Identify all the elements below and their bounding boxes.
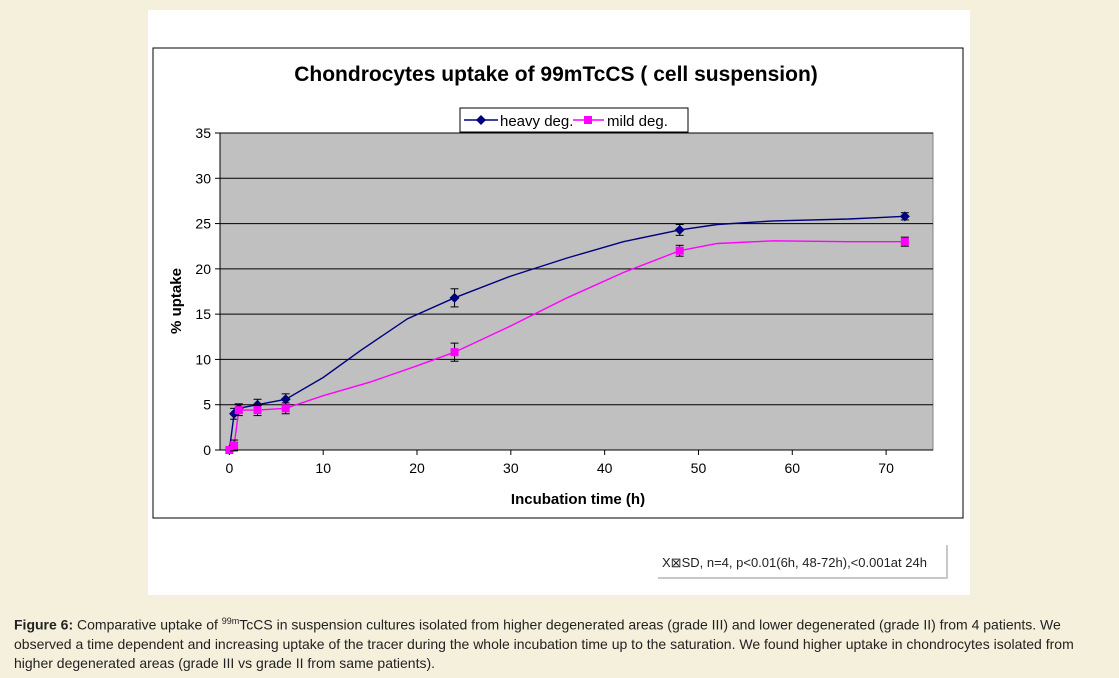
gridlines: [220, 132, 933, 406]
plot-area: [219, 132, 934, 451]
x-tick-label-1: 10: [315, 460, 331, 476]
x-tick-label-7: 70: [878, 460, 894, 476]
uptake-chart: Chondrocytes uptake of 99mTcCS ( cell su…: [152, 47, 964, 519]
caption-text-after: TcCS in suspension cultures isolated fro…: [14, 616, 1074, 671]
series: [224, 211, 910, 455]
figure-panel: Chondrocytes uptake of 99mTcCS ( cell su…: [148, 10, 970, 595]
legend-heavy-label: heavy deg.: [500, 113, 573, 130]
series-1-point-0: [225, 446, 234, 454]
y-axis-label: % uptake: [168, 268, 185, 334]
y-tick-label-4: 20: [195, 261, 211, 277]
legend-mild-label: mild deg.: [607, 113, 668, 130]
legend: heavy deg. mild deg.: [459, 107, 689, 133]
series-1-point-5: [450, 348, 459, 357]
series-0-point-4: [280, 394, 291, 405]
series-1-point-6: [675, 246, 684, 255]
y-tick-label-0: 0: [203, 442, 211, 458]
series-1-point-3: [253, 406, 262, 415]
series-1-point-1: [230, 441, 239, 450]
y-tick-label-1: 5: [203, 397, 211, 413]
legend-heavy-marker: [476, 115, 486, 125]
caption-text-before: Comparative uptake of: [73, 616, 222, 633]
x-tick-label-2: 20: [409, 460, 425, 476]
legend-mild-marker: [584, 116, 592, 124]
y-tick-label-5: 25: [195, 216, 211, 232]
series-0-point-5: [449, 292, 460, 303]
caption-label: Figure 6:: [14, 616, 74, 633]
x-tick-label-5: 50: [691, 460, 707, 476]
caption-isotope-superscript: 99m: [221, 616, 240, 626]
x-axis-label: Incubation time (h): [511, 491, 645, 508]
y-tick-label-3: 15: [195, 306, 211, 322]
y-tick-label-2: 10: [195, 351, 211, 367]
y-tick-label-6: 30: [195, 170, 211, 186]
series-1: [225, 236, 909, 454]
x-tick-label-0: 0: [225, 460, 233, 476]
series-0-point-7: [899, 211, 910, 222]
axes: 0 5 10 15 20 25 30 35 0 10 20 30 40 50 60 70: [195, 125, 933, 476]
series-1-point-2: [234, 406, 243, 415]
series-1-point-4: [281, 404, 290, 413]
x-tick-label-6: 60: [784, 460, 800, 476]
series-1-point-7: [900, 237, 909, 246]
chart-title: Chondrocytes uptake of 99mTcCS ( cell su…: [294, 63, 818, 86]
series-0: [224, 211, 910, 455]
series-0-point-6: [674, 224, 685, 235]
x-tick-label-4: 40: [597, 460, 613, 476]
statistics-note: X⊠SD, n=4, p<0.01(6h, 48-72h),<0.001at 2…: [658, 545, 948, 579]
x-tick-label-3: 30: [503, 460, 519, 476]
y-tick-label-7: 35: [195, 125, 211, 141]
figure-caption: Figure 6: Comparative uptake of 99mTcCS …: [14, 612, 1106, 673]
